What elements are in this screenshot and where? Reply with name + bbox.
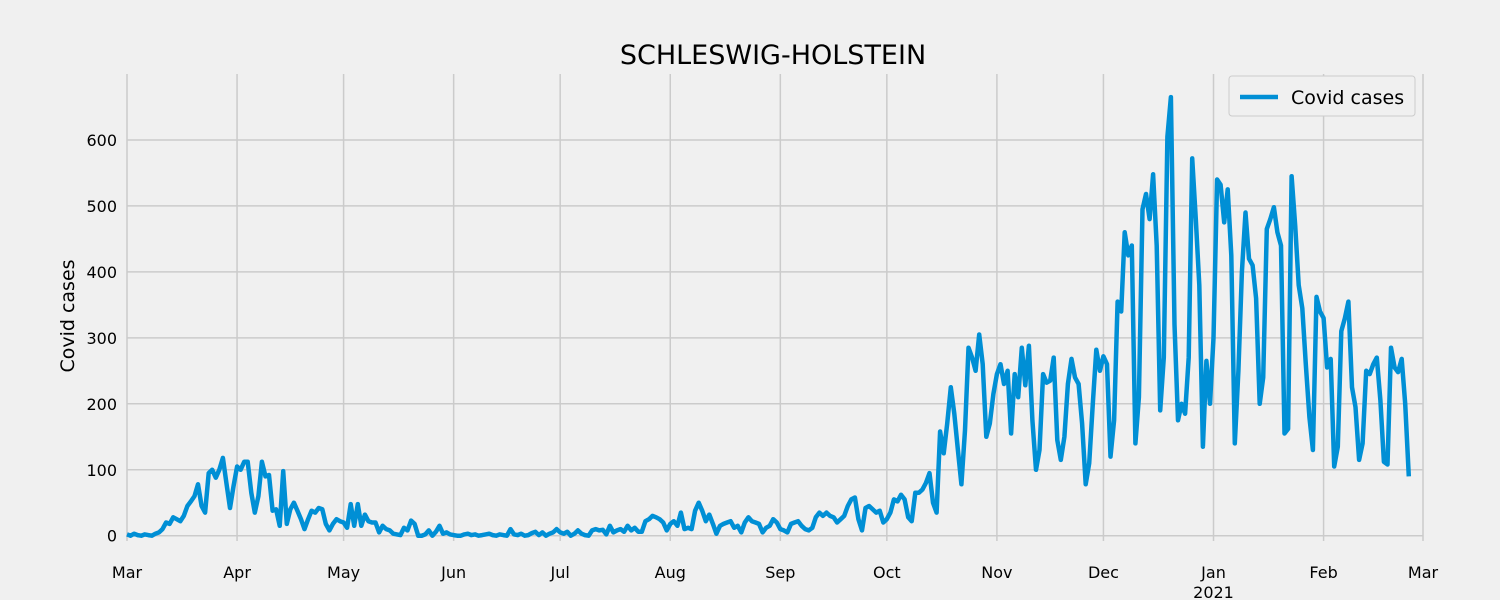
y-tick-label: 400: [86, 263, 117, 282]
x-tick-label: Jul: [550, 563, 570, 582]
x-tick-label: Feb: [1309, 563, 1337, 582]
x-tick-label: Mar: [112, 563, 143, 582]
x-tick-label: Oct: [873, 563, 901, 582]
chart-title: SCHLESWIG-HOLSTEIN: [620, 40, 926, 71]
grid-lines: [126, 74, 1424, 541]
x-tick-label: Nov: [981, 563, 1012, 582]
x-tick-label: Aug: [655, 563, 686, 582]
series-layer: [126, 94, 1412, 538]
legend-entry-covid-cases: Covid cases: [1291, 87, 1404, 109]
y-tick-label: 0: [107, 527, 117, 546]
y-axis-ticks: 0 100 200 300 400 500 600: [86, 131, 117, 546]
x-tick-label: Jun: [440, 563, 466, 582]
y-tick-label: 100: [86, 461, 117, 480]
x-tick-label: Dec: [1088, 563, 1119, 582]
series-line-covid-cases: [126, 94, 1412, 538]
x-tick-label: Mar: [1408, 563, 1439, 582]
legend-box: [1228, 75, 1416, 117]
x-tick-label: Jan: [1200, 563, 1226, 582]
y-tick-label: 200: [86, 395, 117, 414]
x-tick-label: Sep: [765, 563, 795, 582]
x-tick-label: May: [327, 563, 360, 582]
y-tick-label: 600: [86, 131, 117, 150]
legend: Covid cases: [1228, 75, 1416, 117]
x-tick-label: Apr: [223, 563, 251, 582]
y-tick-label: 300: [86, 329, 117, 348]
x-tick-year-label: 2021: [1193, 583, 1234, 600]
y-axis-label: Covid cases: [57, 259, 79, 372]
y-tick-label: 500: [86, 197, 117, 216]
